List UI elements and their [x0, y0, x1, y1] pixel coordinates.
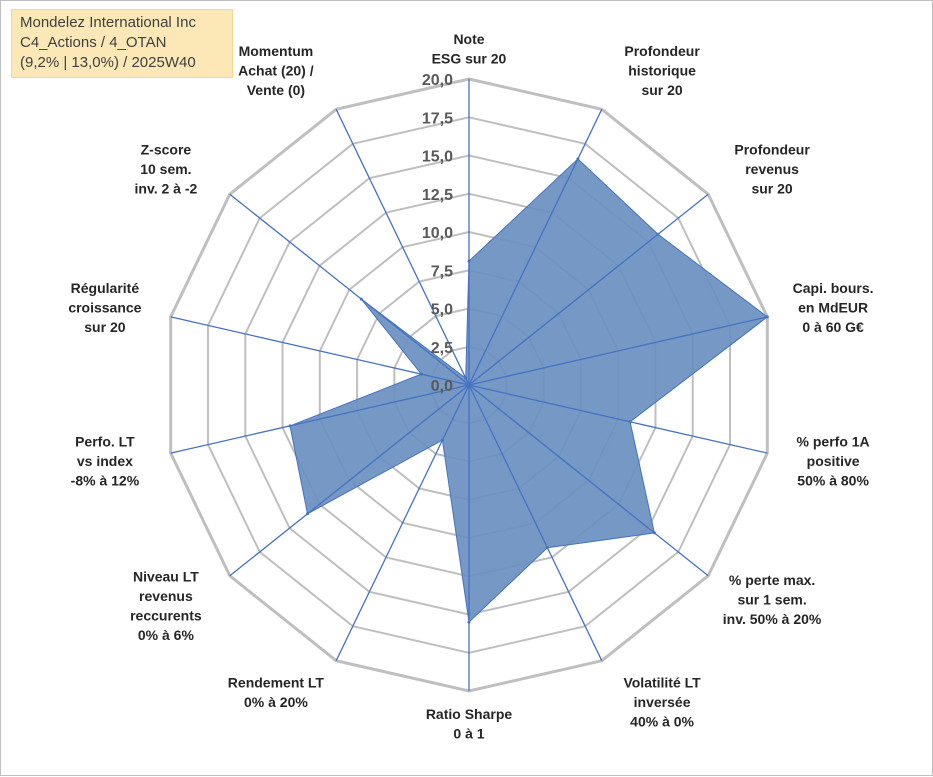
axis-label: Profondeur revenus sur 20 [734, 142, 810, 197]
axis-label: Momentum Achat (20) / Vente (0) [238, 43, 314, 98]
axis-label: Note ESG sur 20 [432, 31, 507, 67]
axis-label: % perte max. sur 1 sem. inv. 50% à 20% [723, 572, 822, 627]
portfolio-label: C4_Actions / 4_OTAN [20, 34, 167, 51]
axis-label: Régularité croissance sur 20 [68, 280, 141, 335]
tick-label: 20,0 [422, 72, 453, 89]
tick-label: 15,0 [422, 149, 453, 166]
company-name: Mondelez International Inc [20, 14, 196, 31]
info-box: Mondelez International Inc C4_Actions / … [11, 9, 233, 78]
axis-spoke [335, 109, 470, 386]
tick-label: 10,0 [422, 225, 453, 242]
tick-label: 2,5 [431, 340, 453, 357]
axis-spoke [229, 384, 470, 577]
axis-spoke [468, 193, 709, 386]
axis-spoke [468, 384, 603, 661]
tick-label: 7,5 [431, 263, 453, 280]
axis-spoke [170, 384, 470, 454]
axis-label: % perfo 1A positive 50% à 80% [797, 434, 870, 489]
axis-spoke [468, 316, 768, 386]
axis-spoke [468, 109, 603, 386]
tick-label: 0,0 [431, 378, 453, 395]
axis-spoke [170, 316, 470, 386]
tick-label: 5,0 [431, 302, 453, 319]
stats-label: (9,2% | 13,0%) / 2025W40 [20, 54, 196, 71]
axis-label: Z-score 10 sem. inv. 2 à -2 [135, 142, 198, 197]
axis-spoke [468, 384, 709, 577]
axis-spoke [335, 384, 470, 661]
axis-spoke [468, 384, 768, 454]
axis-label: Niveau LT revenus reccurents 0% à 6% [130, 568, 202, 643]
tick-label: 12,5 [422, 187, 453, 204]
axis-label: Volatilité LT inversée 40% à 0% [623, 675, 701, 730]
axis-spoke [229, 193, 470, 386]
axis-label: Rendement LT 0% à 20% [228, 675, 325, 711]
tick-label: 17,5 [422, 110, 453, 127]
axis-label: Ratio Sharpe 0 à 1 [426, 706, 513, 742]
series-area [289, 158, 769, 624]
axis-label: Capi. bours. en MdEUR 0 à 60 G€ [793, 280, 874, 335]
axis-label: Profondeur historique sur 20 [624, 43, 700, 98]
axis-label: Perfo. LT vs index -8% à 12% [71, 434, 140, 489]
